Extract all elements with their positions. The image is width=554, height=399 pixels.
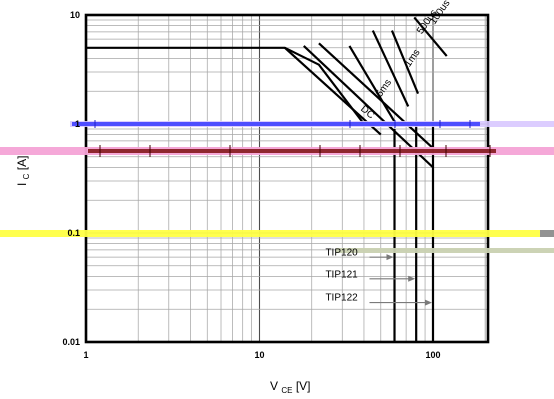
y-axis-main: I [15,183,29,186]
annotation-arrowhead-2 [425,299,432,306]
curve-1 [348,45,396,123]
x-axis-main: V [270,379,278,393]
x-tick-label-1: 10 [254,350,264,360]
blue-band [72,122,480,126]
y-tick-label-1: 0.1 [67,228,80,238]
curve-7 [318,42,434,149]
dark-red-band [88,149,496,153]
y-axis-unit: [A] [15,156,29,171]
olive-band [336,248,554,253]
y-tick-label-2: 1 [75,119,80,129]
gray-band-end [540,230,554,237]
y-axis-title: I C [A] [15,156,32,186]
y-tick-label-3: 10 [70,10,80,20]
artifact-layer [0,120,554,253]
curve-4 [413,16,448,57]
curve-0 [86,46,365,125]
x-tick-label-0: 1 [83,350,88,360]
label-layer: 1 10 1000.010.1110DC5ms1ms500us100usTIP120… [62,0,452,360]
annotation-arrowhead-1 [408,275,416,282]
curve-label-1: 5ms [374,77,394,99]
grid-layer [85,14,488,343]
curve-3 [390,30,420,95]
x-axis-sub: CE [281,386,292,395]
y-tick-label-0: 0.01 [62,337,80,347]
annotation-label-2: TIP122 [325,293,358,304]
annotation-arrowhead-0 [386,254,394,261]
x-tick-label-2: 100 [425,350,440,360]
plot-layer [84,13,490,344]
x-axis-title: V CE [V] [270,379,311,396]
plot-frame [84,13,490,344]
x-axis-unit: [V] [296,379,311,393]
annotation-label-0: TIP120 [325,248,358,259]
y-axis-sub: C [22,173,31,179]
curve-5 [284,46,382,136]
curve-2 [371,30,410,107]
yellow-band [0,230,540,237]
annotation-label-1: TIP121 [325,270,358,281]
